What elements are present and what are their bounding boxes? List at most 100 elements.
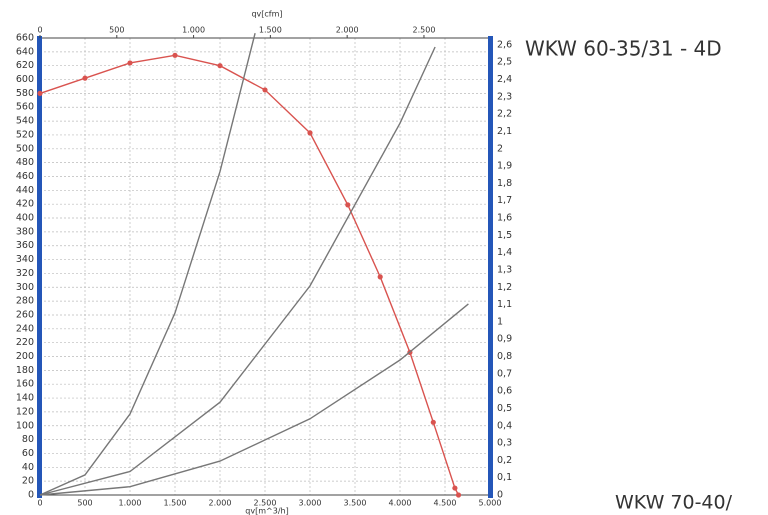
- y2-tick-label: 0: [497, 490, 503, 501]
- y2-tick-label: 1,7: [497, 195, 512, 206]
- curve: [39, 33, 256, 496]
- y2-tick-label: 0,9: [497, 334, 512, 345]
- y-tick-label: 580: [16, 88, 34, 99]
- curve-point: [345, 202, 351, 208]
- y-tick-label: 340: [16, 254, 34, 265]
- x2-tick-label: 2.000: [336, 26, 359, 35]
- curve-point: [430, 419, 436, 425]
- y-tick-label: 60: [22, 448, 34, 459]
- y2-tick-label: 2,2: [497, 109, 512, 120]
- y2-tick-label: 2,5: [497, 57, 512, 68]
- y2-tick-label: 1,6: [497, 213, 512, 224]
- y-tick-label: 440: [16, 185, 34, 196]
- curve-point: [452, 485, 458, 491]
- y-tick-label: 180: [16, 365, 34, 376]
- x2-tick-label: 500: [109, 26, 124, 35]
- y2-tick-label: 0,7: [497, 368, 512, 379]
- y-tick-label: 240: [16, 323, 34, 334]
- y2-tick-label: 2,3: [497, 91, 512, 102]
- y-tick-label: 80: [22, 434, 34, 445]
- y-tick-label: 140: [16, 393, 34, 404]
- y-tick-label: 400: [16, 213, 34, 224]
- y-tick-label: 620: [16, 60, 34, 71]
- curve-point: [262, 87, 268, 93]
- y-tick-label: 260: [16, 309, 34, 320]
- y-tick-label: 360: [16, 240, 34, 251]
- y-tick-label: 20: [22, 476, 34, 487]
- y2-tick-label: 0,2: [497, 455, 512, 466]
- left-axis-bar: [37, 36, 42, 498]
- x-tick-label: 3.500: [344, 499, 367, 508]
- y-tick-label: 220: [16, 337, 34, 348]
- y-tick-label: 560: [16, 102, 34, 113]
- y-tick-label: 100: [16, 420, 34, 431]
- y-tick-label: 480: [16, 157, 34, 168]
- curve-point: [127, 60, 133, 66]
- grid: [39, 37, 491, 496]
- curve-point: [37, 90, 43, 96]
- y-tick-label: 120: [16, 406, 34, 417]
- x-tick-label: 2.000: [209, 499, 232, 508]
- y-tick-label: 320: [16, 268, 34, 279]
- y2-tick-label: 0,6: [497, 386, 512, 397]
- y2-tick-label: 1,1: [497, 299, 512, 310]
- x-tick-label: 1.000: [119, 499, 142, 508]
- curve-point: [307, 130, 313, 136]
- x-tick-label: 2.500: [254, 499, 277, 508]
- y2-tick-label: 1,5: [497, 230, 512, 241]
- x-tick-label: 0: [37, 499, 42, 508]
- y-tick-label: 40: [22, 462, 34, 473]
- y-tick-label: 640: [16, 46, 34, 57]
- y2-tick-label: 2,1: [497, 126, 512, 137]
- x-tick-label: 1.500: [164, 499, 187, 508]
- x2-tick-label: 1.000: [182, 26, 205, 35]
- y-tick-label: 600: [16, 74, 34, 85]
- y2-tick-label: 0,4: [497, 420, 512, 431]
- y2-tick-label: 2: [497, 143, 503, 154]
- y2-tick-label: 1,2: [497, 282, 512, 293]
- top-axis-label: qv[cfm]: [251, 10, 282, 19]
- y-tick-label: 540: [16, 116, 34, 127]
- right-axis-bar: [488, 36, 493, 498]
- chart-title: WKW 60-35/31 - 4D: [525, 37, 722, 61]
- x2-tick-label: 2.500: [413, 26, 436, 35]
- y-tick-label: 380: [16, 226, 34, 237]
- x2-tick-label: 0: [37, 26, 42, 35]
- y-tick-label: 300: [16, 282, 34, 293]
- curve-point: [172, 52, 178, 58]
- y2-tick-label: 0,5: [497, 403, 512, 414]
- y-tick-label: 0: [28, 490, 34, 501]
- curve: [39, 46, 436, 496]
- y2-tick-label: 1,3: [497, 264, 512, 275]
- y-tick-label: 200: [16, 351, 34, 362]
- y-tick-label: 280: [16, 296, 34, 307]
- x-tick-label: 4.000: [389, 499, 412, 508]
- y-tick-label: 160: [16, 379, 34, 390]
- curve-point: [455, 492, 462, 498]
- bottom-axis-label: qv[m^3/h]: [245, 507, 288, 515]
- x-tick-label: 4.500: [434, 499, 457, 508]
- curve-point: [82, 75, 88, 81]
- y-tick-label: 500: [16, 143, 34, 154]
- y2-tick-label: 2,6: [497, 39, 512, 50]
- y2-tick-label: 0,8: [497, 351, 512, 362]
- y2-tick-label: 1,4: [497, 247, 512, 258]
- x-tick-label: 500: [77, 499, 92, 508]
- x-tick-label: 5.000: [479, 499, 502, 508]
- next-chart-title: WKW 70-40/: [615, 492, 733, 514]
- x-tick-label: 3.000: [299, 499, 322, 508]
- y-tick-label: 460: [16, 171, 34, 182]
- curve: [39, 303, 469, 496]
- y-tick-label: 520: [16, 129, 34, 140]
- curve-point: [217, 63, 223, 69]
- y2-tick-label: 1,8: [497, 178, 512, 189]
- y2-tick-label: 1,9: [497, 161, 512, 172]
- y2-tick-label: 1: [497, 316, 503, 327]
- x2-tick-label: 1.500: [259, 26, 282, 35]
- curve-point: [377, 274, 383, 280]
- y2-tick-label: 0,3: [497, 438, 512, 449]
- y-tick-label: 420: [16, 199, 34, 210]
- y2-tick-label: 2,4: [497, 74, 512, 85]
- y2-tick-label: 0,1: [497, 472, 512, 483]
